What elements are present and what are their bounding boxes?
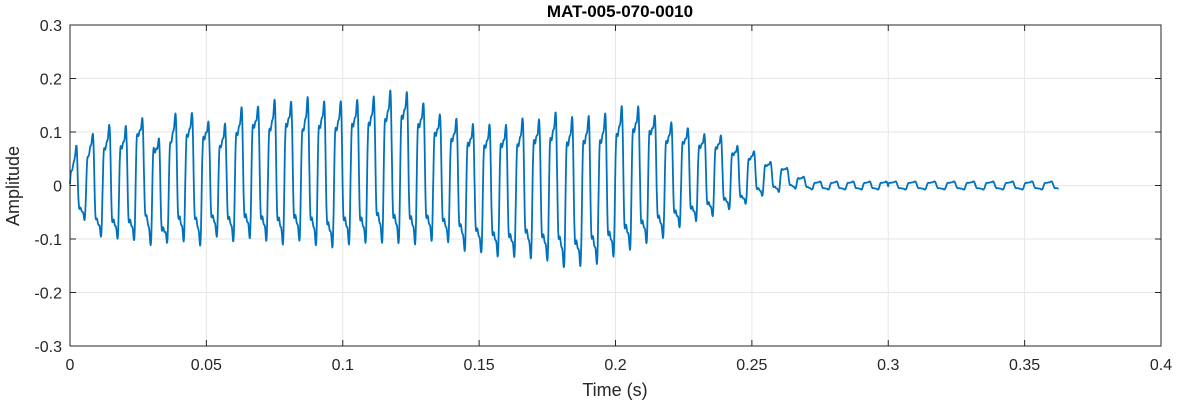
chart-title: MAT-005-070-0010 [547,2,693,21]
x-tick-label: 0.15 [464,357,495,374]
y-axis-ticks: -0.3 -0.2 -0.1 0 0.1 0.2 0.3 [34,18,1161,356]
x-tick-label: 0.4 [1150,357,1172,374]
x-tick-label: 0.25 [736,357,767,374]
x-axis-ticks: 0 0.05 0.1 0.15 0.2 0.25 0.3 0.35 0.4 [66,25,1172,374]
x-tick-label: 0.05 [191,357,222,374]
x-axis-label: Time (s) [582,380,647,400]
y-tick-label: 0.3 [40,18,62,35]
y-tick-label: 0 [53,179,62,196]
waveform-line [69,89,1060,269]
waveform-series [69,89,1060,269]
y-axis-label: Amplitude [3,146,23,226]
x-tick-label: 0 [66,357,75,374]
y-tick-label: -0.3 [34,339,62,356]
x-tick-label: 0.2 [604,357,626,374]
y-tick-label: -0.2 [34,286,62,303]
x-tick-label: 0.1 [332,357,354,374]
y-tick-label: 0.2 [40,72,62,89]
y-tick-label: 0.1 [40,125,62,142]
x-tick-label: 0.35 [1009,357,1040,374]
y-tick-label: -0.1 [34,232,62,249]
x-tick-label: 0.3 [877,357,899,374]
